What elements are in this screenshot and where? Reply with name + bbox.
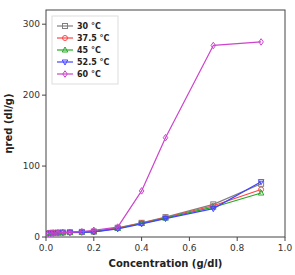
x-tick-label: 0.2 (87, 243, 101, 253)
data-point (258, 190, 264, 195)
x-tick-label: 0.0 (39, 243, 54, 253)
x-tick (189, 237, 190, 241)
x-tick (46, 237, 47, 241)
data-point (56, 230, 61, 237)
chart: 0.0 0.2 0.4 0.6 0.8 1.0 0 100 200 300 Concentratio… (0, 0, 295, 275)
y-tick (42, 166, 46, 167)
legend-line (57, 61, 73, 62)
series (46, 190, 264, 235)
x-tick (93, 237, 94, 241)
data-point (51, 230, 56, 237)
y-tick-label: 200 (23, 90, 40, 100)
series (46, 180, 264, 237)
series-line (48, 184, 261, 233)
legend-label: 37.5 °C (77, 34, 110, 43)
data-point (211, 207, 217, 212)
series-line (48, 42, 261, 234)
legend-line (57, 73, 73, 74)
x-tick-label: 0.8 (230, 243, 245, 253)
y-tick (42, 24, 46, 25)
y-tick (42, 95, 46, 96)
x-tick (141, 237, 142, 241)
legend: 30 °C 37.5 °C 45 °C 52.5 °C 60 °C (52, 16, 118, 84)
plot-frame (46, 10, 285, 237)
data-point (139, 222, 145, 227)
data-point (211, 42, 216, 49)
y-axis-label: ηred (dl/g) (3, 93, 14, 153)
legend-line (57, 49, 73, 50)
y-tick-label: 300 (23, 19, 40, 29)
x-tick-label: 0.6 (182, 243, 197, 253)
legend-label: 45 °C (77, 46, 101, 55)
legend-label: 30 °C (77, 22, 101, 31)
series (46, 181, 264, 235)
legend-box (52, 16, 118, 84)
y-tick-label: 100 (23, 161, 40, 171)
x-tick (285, 237, 286, 241)
legend-marker (62, 47, 68, 52)
data-point (92, 227, 97, 234)
legend-label: 52.5 °C (77, 58, 110, 67)
data-point (68, 229, 73, 236)
series-line (48, 182, 261, 234)
data-point (139, 188, 144, 195)
y-tick (42, 237, 46, 238)
data-point (163, 134, 168, 141)
data-point (163, 217, 169, 222)
legend-marker (63, 36, 68, 41)
x-tick-label: 1.0 (278, 243, 293, 253)
x-axis-label: Concentration (g/dl) (109, 258, 223, 269)
data-point (259, 39, 264, 46)
legend-marker (63, 71, 68, 78)
legend-marker (63, 24, 68, 29)
data-point (258, 180, 264, 185)
x-tick-label: 0.4 (134, 243, 149, 253)
legend-line (57, 25, 73, 26)
data-point (80, 228, 85, 235)
y-tick-label: 0 (34, 232, 40, 242)
series (46, 187, 264, 236)
data-point (60, 229, 65, 236)
legend-line (57, 37, 73, 38)
series-line (48, 189, 261, 233)
data-point (115, 224, 120, 231)
legend-label: 60 °C (77, 70, 101, 79)
legend-marker (62, 60, 68, 65)
x-tick (237, 237, 238, 241)
